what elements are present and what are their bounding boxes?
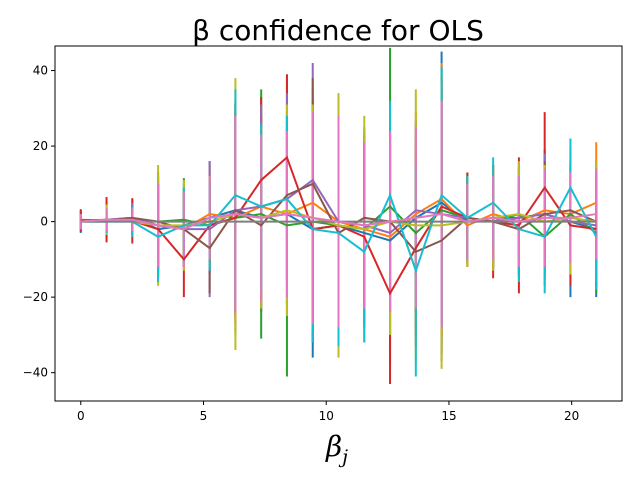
x-axis-label-main: β (325, 430, 342, 463)
x-tick-label: 10 (319, 409, 334, 423)
x-tick-label: 20 (564, 409, 579, 423)
plot-frame (54, 45, 623, 402)
chart-title: β confidence for OLS (192, 14, 484, 47)
x-axis-label: βj (325, 430, 348, 468)
y-tick-label: 0 (40, 215, 48, 229)
x-axis-label-subscript: j (338, 446, 348, 468)
x-tick-label: 0 (77, 409, 85, 423)
series-line (80, 209, 597, 231)
series-line (80, 213, 597, 231)
y-tick-label: 40 (33, 64, 48, 78)
x-axis: 0 5 10 15 20 (77, 401, 579, 423)
y-tick-label: −40 (23, 366, 48, 380)
series-lines (80, 155, 598, 296)
y-axis: −40 −20 0 20 40 (23, 64, 55, 380)
x-tick-label: 5 (200, 409, 208, 423)
y-tick-label: −20 (23, 290, 48, 304)
x-tick-label: 15 (441, 409, 456, 423)
y-tick-label: 20 (33, 139, 48, 153)
plot-area (54, 45, 623, 402)
